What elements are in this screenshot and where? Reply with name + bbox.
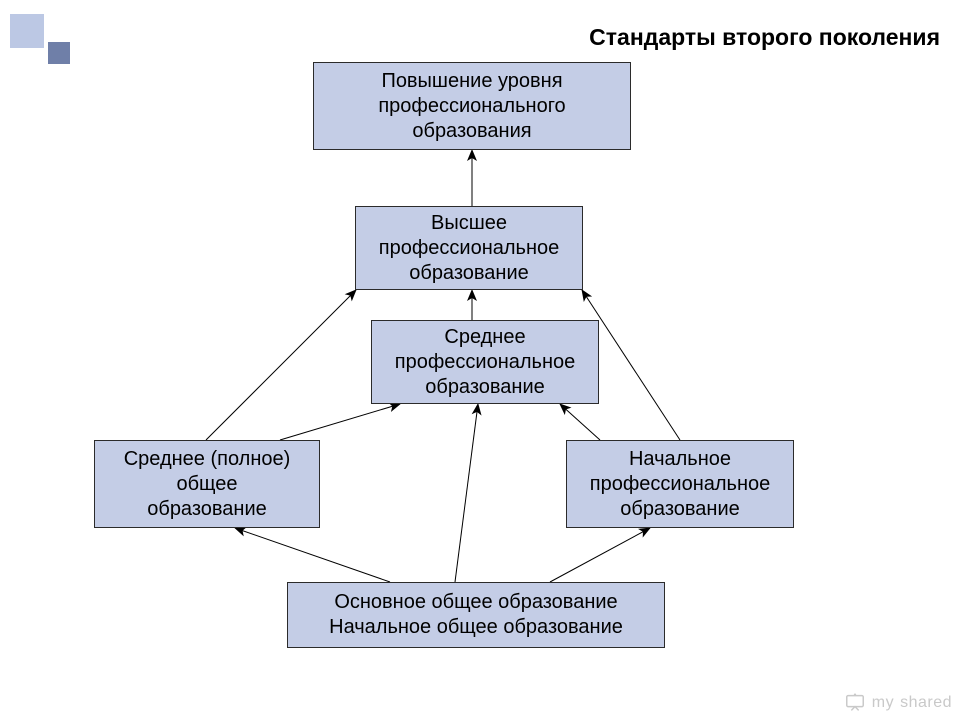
node-base: Основное общее образование Начальное общ… — [287, 582, 665, 648]
slide-stage: Стандарты второго поколения Повышение ур… — [0, 0, 960, 720]
edge-base-to-full — [235, 528, 390, 582]
deco-square-large — [10, 14, 44, 48]
edge-base-to-midpro — [455, 404, 478, 582]
node-midpro: Среднее профессиональное образование — [371, 320, 599, 404]
node-full: Среднее (полное) общее образование — [94, 440, 320, 528]
node-top: Повышение уровня профессионального образ… — [313, 62, 631, 150]
node-higher: Высшее профессиональное образование — [355, 206, 583, 290]
edge-full-to-higher — [206, 290, 356, 440]
watermark-left: my — [872, 694, 894, 712]
watermark: my shared — [844, 692, 952, 714]
present-icon — [844, 692, 866, 714]
watermark-right: shared — [900, 694, 952, 712]
node-initpro: Начальное профессиональное образование — [566, 440, 794, 528]
edge-initpro-to-midpro — [560, 404, 600, 440]
edge-base-to-initpro — [550, 528, 650, 582]
edge-full-to-midpro — [280, 404, 400, 440]
deco-square-small — [48, 42, 70, 64]
slide-title: Стандарты второго поколения — [589, 24, 940, 51]
